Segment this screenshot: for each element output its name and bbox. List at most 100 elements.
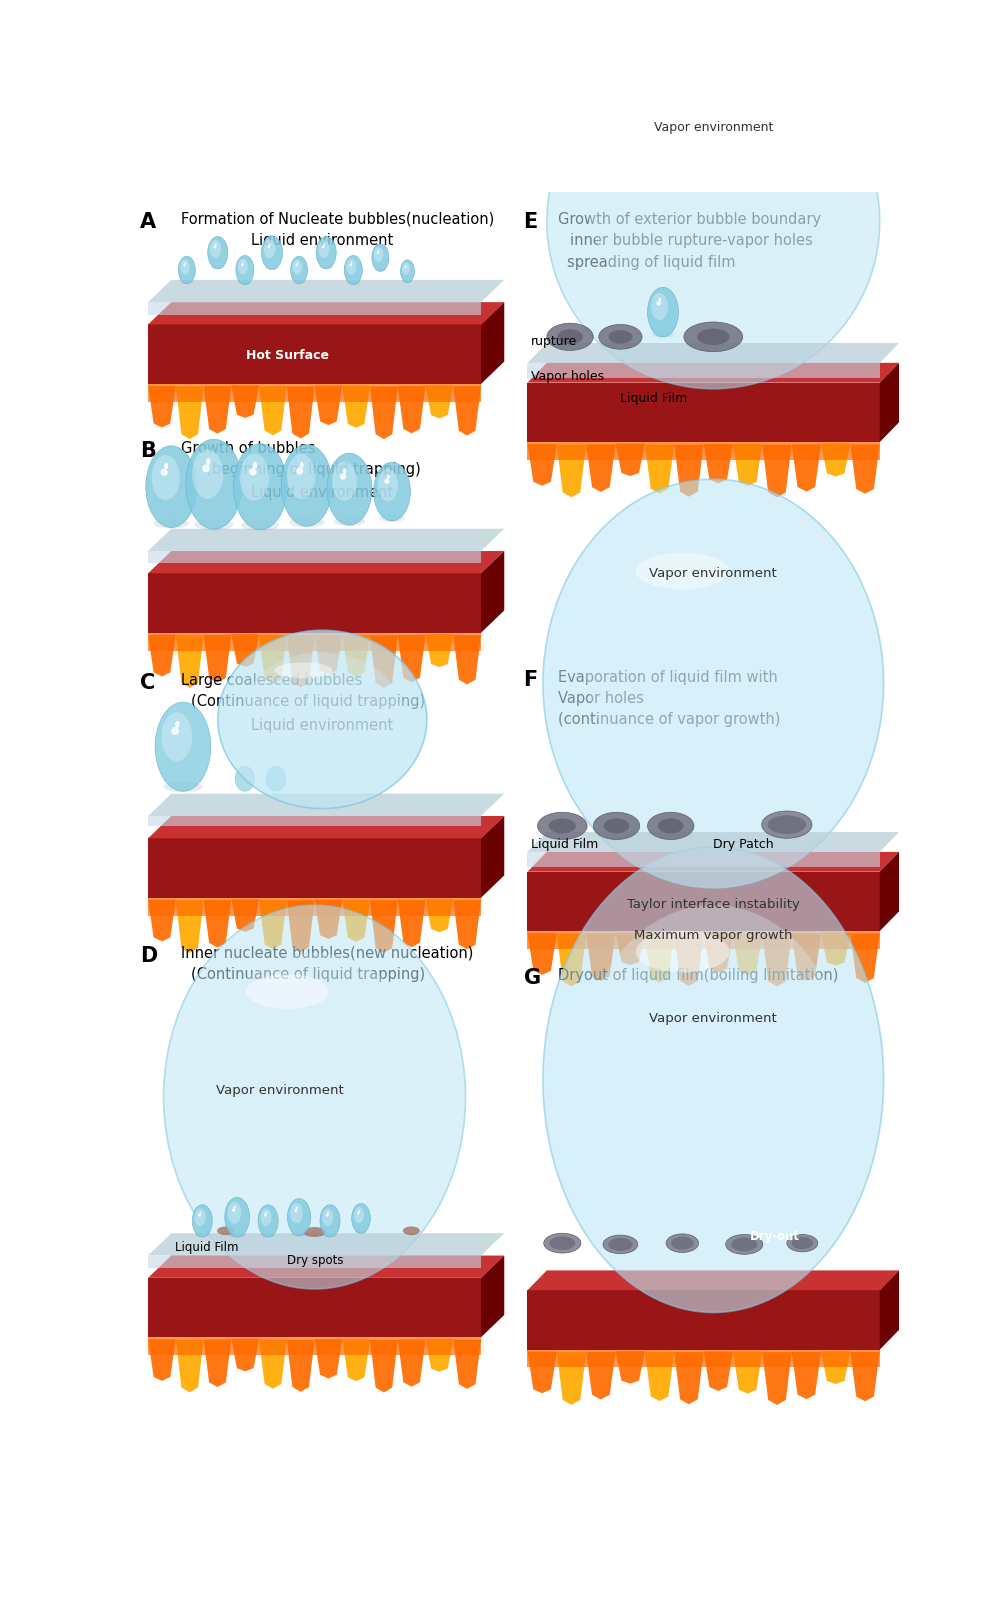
Ellipse shape: [546, 325, 593, 352]
Polygon shape: [850, 1351, 880, 1401]
Polygon shape: [426, 635, 454, 669]
Circle shape: [195, 1208, 206, 1226]
Ellipse shape: [656, 302, 660, 307]
Circle shape: [296, 1207, 298, 1210]
Polygon shape: [148, 1339, 176, 1380]
Ellipse shape: [377, 252, 380, 256]
Ellipse shape: [211, 265, 225, 270]
Polygon shape: [527, 1351, 556, 1393]
Ellipse shape: [543, 1234, 580, 1253]
Circle shape: [359, 1210, 360, 1212]
Polygon shape: [232, 900, 259, 932]
Polygon shape: [426, 1339, 454, 1372]
Ellipse shape: [697, 329, 729, 346]
Ellipse shape: [296, 265, 298, 267]
Polygon shape: [454, 1340, 482, 1388]
Polygon shape: [527, 852, 880, 868]
Polygon shape: [148, 816, 482, 826]
Polygon shape: [176, 636, 204, 688]
Polygon shape: [674, 445, 703, 498]
Text: Vapor holes: Vapor holes: [558, 691, 644, 705]
Text: D: D: [140, 945, 158, 966]
Ellipse shape: [385, 479, 390, 485]
Circle shape: [345, 257, 363, 286]
Polygon shape: [204, 387, 232, 434]
Polygon shape: [482, 551, 504, 633]
Circle shape: [378, 469, 398, 501]
Circle shape: [243, 262, 244, 265]
Polygon shape: [176, 900, 204, 953]
Circle shape: [236, 257, 254, 286]
Ellipse shape: [598, 325, 642, 350]
Polygon shape: [287, 900, 315, 953]
Text: Liquid environment: Liquid environment: [251, 717, 394, 733]
Polygon shape: [370, 1340, 398, 1393]
Ellipse shape: [266, 767, 286, 792]
Circle shape: [185, 264, 186, 265]
Ellipse shape: [761, 812, 812, 839]
Ellipse shape: [585, 530, 841, 797]
Polygon shape: [733, 445, 762, 487]
Ellipse shape: [543, 480, 884, 889]
Text: Liquid Film: Liquid Film: [531, 837, 598, 850]
Circle shape: [287, 455, 316, 500]
Polygon shape: [343, 635, 370, 677]
Text: C: C: [140, 673, 156, 693]
Ellipse shape: [549, 1236, 575, 1250]
Circle shape: [343, 469, 347, 474]
Ellipse shape: [214, 246, 217, 249]
Ellipse shape: [635, 930, 729, 974]
Circle shape: [253, 463, 257, 469]
Polygon shape: [148, 1337, 482, 1355]
Polygon shape: [733, 934, 762, 975]
Polygon shape: [527, 384, 880, 444]
Ellipse shape: [183, 265, 186, 267]
Polygon shape: [821, 1351, 850, 1384]
Polygon shape: [527, 363, 899, 384]
Ellipse shape: [218, 632, 427, 808]
Circle shape: [316, 238, 337, 270]
Polygon shape: [556, 934, 586, 987]
Ellipse shape: [294, 1208, 298, 1213]
Polygon shape: [527, 873, 880, 932]
Ellipse shape: [264, 1213, 267, 1216]
Text: Evaporation of liquid film with: Evaporation of liquid film with: [558, 669, 778, 685]
Circle shape: [324, 244, 325, 247]
Text: Growth of bubbles: Growth of bubbles: [181, 440, 315, 455]
Polygon shape: [527, 934, 556, 975]
Polygon shape: [343, 387, 370, 429]
Polygon shape: [148, 551, 482, 564]
Circle shape: [300, 463, 304, 469]
Circle shape: [291, 257, 308, 284]
Ellipse shape: [603, 1236, 637, 1253]
Polygon shape: [370, 636, 398, 689]
Circle shape: [288, 1199, 311, 1236]
Ellipse shape: [275, 664, 333, 680]
Polygon shape: [527, 445, 556, 487]
Polygon shape: [148, 1234, 504, 1255]
Ellipse shape: [229, 1233, 246, 1237]
Polygon shape: [204, 636, 232, 683]
Ellipse shape: [265, 267, 280, 272]
Ellipse shape: [291, 1233, 308, 1236]
Polygon shape: [315, 387, 343, 426]
Text: Liquid Film: Liquid Film: [175, 1241, 239, 1253]
Polygon shape: [556, 1353, 586, 1405]
Polygon shape: [850, 934, 880, 983]
Polygon shape: [232, 635, 259, 667]
Polygon shape: [645, 1351, 674, 1401]
Ellipse shape: [585, 906, 841, 1208]
Polygon shape: [586, 445, 615, 492]
Circle shape: [228, 1202, 241, 1225]
Polygon shape: [762, 445, 791, 498]
Circle shape: [282, 445, 333, 527]
Polygon shape: [148, 384, 482, 402]
Circle shape: [406, 265, 407, 267]
Text: G: G: [523, 967, 540, 987]
Polygon shape: [398, 1340, 426, 1387]
Ellipse shape: [543, 847, 884, 1313]
Ellipse shape: [537, 813, 587, 840]
Polygon shape: [880, 363, 899, 444]
Ellipse shape: [246, 974, 329, 1009]
Polygon shape: [398, 900, 426, 948]
